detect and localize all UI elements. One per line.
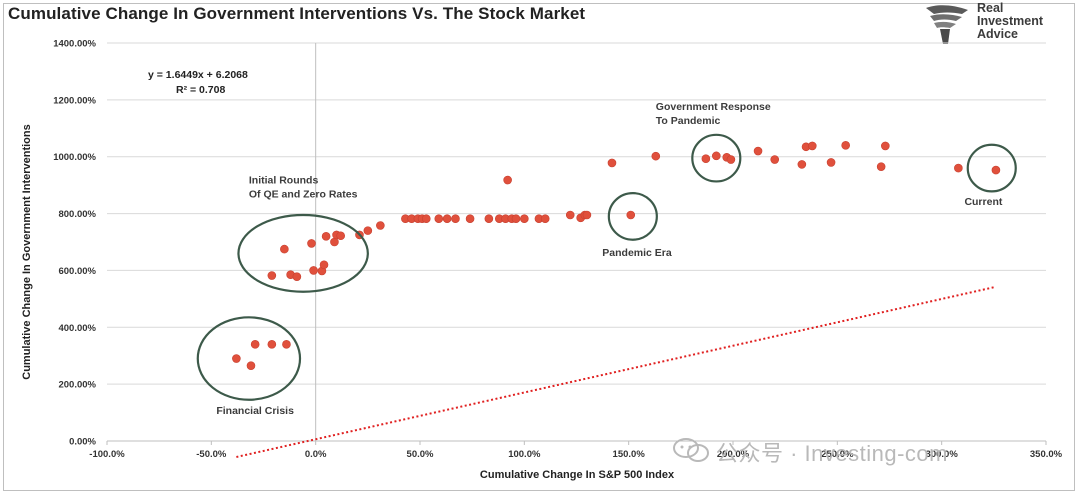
data-point (319, 260, 329, 270)
annotation-label: Government Response (656, 101, 771, 113)
annotation-label: Financial Crisis (216, 405, 294, 417)
data-point (712, 151, 721, 161)
data-point (753, 146, 763, 156)
annotations: Financial Crisis Initial Rounds Of QE and … (216, 101, 1003, 417)
data-point (770, 155, 780, 164)
wechat-icon (673, 438, 709, 462)
data-point (841, 141, 850, 150)
highlight-ellipse (196, 316, 302, 401)
data-point (267, 271, 277, 280)
chart-title: Cumulative Change In Government Interven… (8, 4, 586, 23)
brand-name: Real Investment Advice (977, 2, 1043, 41)
x-tick-label: 300.0% (926, 449, 959, 460)
data-point (363, 226, 373, 235)
data-point (336, 231, 346, 241)
brand-line-1: Real (977, 1, 1004, 15)
trend-equation: y = 1.6449x + 6.2068 (148, 69, 248, 81)
brand-line-3: Advice (977, 27, 1018, 41)
data-point (607, 158, 617, 168)
axes: 0.00% 200.00% 400.00% 600.00% 800.00% 1000.00… (53, 39, 1062, 461)
data-point (280, 244, 289, 254)
data-point (451, 214, 460, 223)
annotation-label: Current (964, 196, 1002, 208)
y-tick-label: 200.00% (58, 380, 96, 391)
data-point (465, 214, 475, 223)
data-point (626, 210, 636, 220)
x-tick-label: 200.0% (717, 449, 750, 460)
trendline (236, 286, 995, 458)
x-tick-label: -100.0% (89, 449, 125, 460)
x-axis-label: Cumulative Change In S&P 500 Index (480, 469, 675, 481)
y-tick-label: 1200.00% (53, 95, 96, 106)
x-tick-label: 0.0% (305, 449, 327, 460)
brand-line-2: Investment (977, 14, 1043, 28)
brand-logo: Real Investment Advice (922, 2, 1072, 46)
data-point (726, 155, 736, 164)
data-point (232, 354, 241, 363)
data-point (376, 221, 385, 230)
y-axis-label: Cumulative Change In Government Interven… (21, 124, 33, 380)
y-tick-label: 800.00% (58, 209, 96, 220)
watermark-text: 公众号 · Investing-com (716, 441, 948, 466)
data-point (797, 160, 807, 169)
data-point (511, 214, 521, 223)
data-point (954, 163, 963, 173)
highlight-ellipse (607, 192, 658, 241)
data-point (330, 237, 339, 247)
data-points (232, 141, 1001, 370)
highlight-ellipse (237, 213, 369, 293)
x-tick-label: 350.0% (1030, 449, 1063, 460)
data-point (881, 141, 890, 151)
trendline-layer (236, 286, 995, 458)
gridlines (107, 42, 1046, 385)
annotation-label: Pandemic Era (602, 247, 672, 259)
data-point (651, 151, 661, 161)
chart-frame (3, 3, 1075, 491)
highlight-ellipses (196, 133, 1017, 401)
x-tick-label: 150.0% (613, 449, 646, 460)
x-tick-label: 50.0% (407, 449, 434, 460)
data-point (282, 340, 291, 349)
y-tick-label: 0.00% (69, 437, 96, 448)
data-point (250, 340, 260, 349)
data-point (582, 210, 592, 220)
data-point (540, 214, 550, 223)
data-point (565, 210, 575, 220)
data-point (826, 158, 836, 167)
annotation-label: To Pandemic (656, 115, 721, 127)
r-squared: R² = 0.708 (176, 84, 225, 96)
data-point (434, 214, 444, 223)
data-point (701, 154, 711, 164)
annotation-label: Initial Rounds (249, 175, 319, 187)
data-point (421, 214, 431, 223)
data-point (991, 165, 1001, 175)
data-point (292, 272, 302, 281)
data-point (442, 214, 452, 223)
data-point (807, 141, 817, 151)
x-tick-label: 100.0% (508, 449, 541, 460)
y-tick-label: 1000.00% (53, 152, 96, 163)
data-point (503, 175, 512, 185)
data-point (520, 214, 529, 223)
eagle-logo-icon (926, 5, 968, 44)
data-point (309, 266, 318, 275)
highlight-ellipse (966, 143, 1017, 193)
data-point (321, 232, 331, 241)
y-tick-label: 600.00% (58, 266, 96, 277)
data-point (246, 361, 256, 370)
x-tick-label: 250.0% (821, 449, 854, 460)
data-point (267, 340, 277, 349)
y-tick-label: 1400.00% (53, 39, 96, 50)
annotation-label: Of QE and Zero Rates (249, 189, 358, 201)
data-point (876, 162, 886, 171)
x-tick-label: -50.0% (196, 449, 227, 460)
data-point (484, 214, 494, 223)
data-point (307, 239, 316, 248)
y-tick-label: 400.00% (58, 323, 96, 334)
highlight-ellipse (691, 133, 742, 183)
